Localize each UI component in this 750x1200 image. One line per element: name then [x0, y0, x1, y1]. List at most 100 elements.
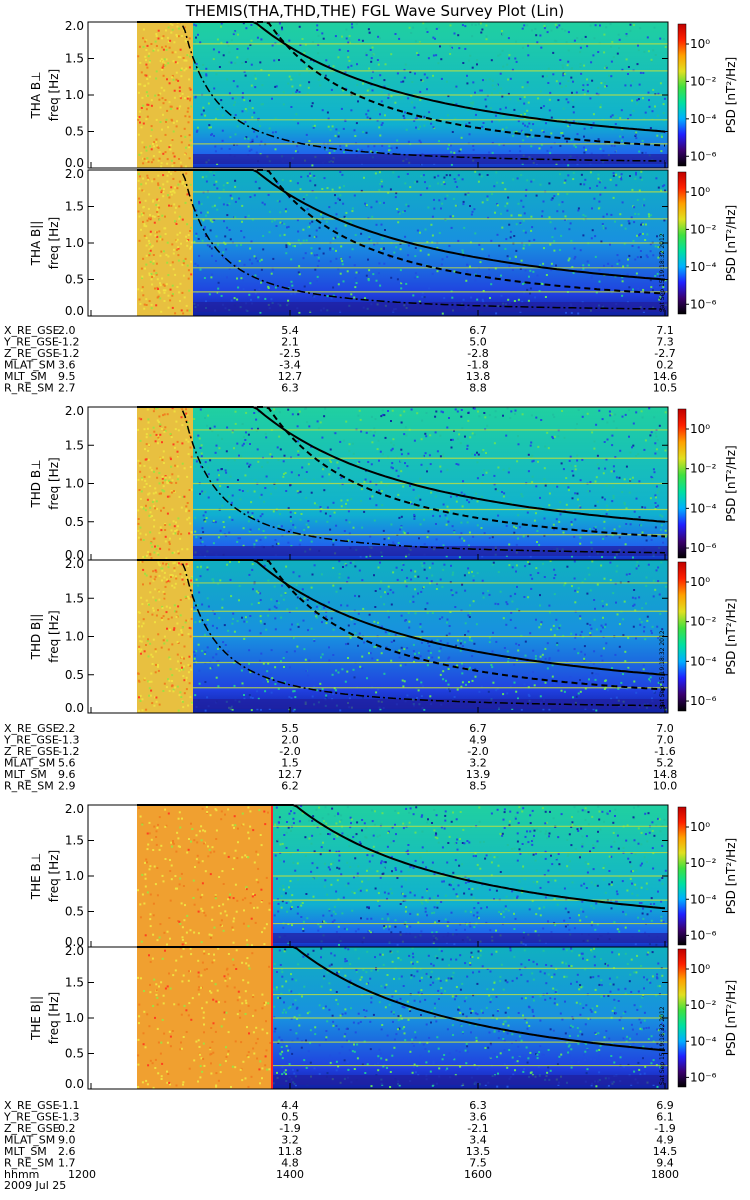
ytick-label: 1.5: [65, 834, 84, 848]
colorbar-label: PSD [nT²/Hz]: [724, 598, 738, 674]
ephem-label: Z_RE_GSE: [4, 745, 60, 758]
colorbar-tick-label: 10⁰: [690, 575, 710, 589]
ephem-value: -2.0: [279, 745, 300, 758]
ephem-label: MLAT_SM: [4, 1134, 55, 1147]
panel-ytitle: THE B||: [29, 996, 43, 1041]
high-power-segment: [137, 805, 272, 947]
ephem-value: 5.0: [469, 336, 487, 349]
ephemeris-table-the: X_RE_GSE-1.1 4.4 6.3 6.9 Y_RE_GSE -1.3 0.5 3.6 6…: [3, 1099, 677, 1170]
ephem-value: 2.2: [58, 722, 76, 735]
spectrogram-panel-the-bpar: 2.0 1.5 1.0 0.5 0.0 THE B|| freq [Hz] 10⁰ 10⁻² 10…: [29, 944, 738, 1091]
ephem-value: 3.2: [469, 757, 487, 770]
ytick-label: 2.0: [65, 802, 84, 816]
freq-axis-label: freq [Hz]: [47, 69, 61, 121]
freq-axis-label: freq [Hz]: [47, 610, 61, 662]
timestamp-stamp: Sat Sep 15 19:18:32 2012: [659, 630, 666, 709]
low-freq-band: [193, 546, 668, 556]
colorbar: [677, 408, 687, 559]
ephem-value: 3.2: [281, 1134, 299, 1147]
ephem-value: 14.8: [653, 768, 678, 781]
ephem-value: 6.7: [469, 324, 487, 337]
ephem-value: 2.1: [281, 336, 299, 349]
low-freq-band: [193, 302, 668, 312]
ephem-value: 2.9: [58, 780, 76, 793]
ephem-value: 7.0: [656, 722, 674, 735]
freq-axis-label: freq [Hz]: [47, 457, 61, 509]
ytick-label: 1.0: [65, 869, 84, 883]
colorbar-tick-label: 10⁻⁶: [690, 1070, 717, 1084]
ephem-value: 13.8: [466, 370, 491, 383]
colorbar-tick-label: 10⁻²: [690, 462, 717, 476]
ephem-value: 6.3: [469, 1099, 487, 1112]
high-power-segment: [137, 170, 193, 316]
ephem-label: MLAT_SM: [4, 359, 55, 372]
ytick-label: 0.5: [65, 905, 84, 919]
ephem-value: 6.3: [281, 382, 299, 395]
colorbar-tick-label: 10⁰: [690, 185, 710, 199]
ephem-value: 14.6: [653, 370, 678, 383]
ephem-value: 12.7: [278, 768, 303, 781]
colorbar-tick-label: 10⁻⁴: [690, 260, 717, 274]
ephem-label: X_RE_GSE: [4, 324, 60, 337]
panel-ytitle: THD B||: [29, 614, 43, 661]
colorbar-tick-label: 10⁰: [690, 422, 710, 436]
ytick-label: 0.0: [65, 304, 84, 318]
ytick-label: 1.5: [65, 438, 84, 452]
ephem-value: 6.2: [281, 780, 299, 793]
xaxis-date: 2009 Jul 25: [4, 1179, 66, 1192]
ephem-value: 2.7: [58, 382, 76, 395]
ephem-value: 2.6: [58, 1145, 76, 1158]
plot-title: THEMIS(THA,THD,THE) FGL Wave Survey Plot…: [185, 2, 565, 20]
ephem-value: 1.7: [58, 1157, 76, 1170]
ytick-label: 0.0: [65, 701, 84, 715]
ephem-value: 3.6: [58, 359, 76, 372]
spectrogram-panel-tha-bperp: 2.0 1.5 1.0 0.5 0.0 THA B⊥ freq [Hz] 10⁰ 10⁻² 10⁻…: [29, 19, 738, 170]
colorbar-tick-label: 10⁻²: [690, 856, 717, 870]
gyro-curve-dashed: [137, 169, 666, 295]
ephem-value: 14.5: [653, 1145, 678, 1158]
ytick-label: 1.5: [65, 200, 84, 214]
ephem-value: -1.3: [58, 734, 79, 747]
ephem-value: 8.8: [469, 382, 487, 395]
colorbar-label: PSD [nT²/Hz]: [724, 445, 738, 521]
ytick-label: 2.0: [65, 404, 84, 418]
gyro-curve-dashdot: [137, 406, 666, 554]
ephem-value: 6.9: [656, 1099, 674, 1112]
xaxis-tick-label: 1600: [464, 1168, 492, 1181]
panel-ytitle: THA B||: [29, 221, 43, 267]
ephem-value: 4.9: [469, 734, 487, 747]
ephem-value: 4.9: [656, 1134, 674, 1147]
ephem-label: Y_RE_GSE: [3, 1111, 59, 1124]
gyro-curve-dashed: [137, 559, 666, 691]
ephem-value: 6.7: [469, 722, 487, 735]
ephem-value: 8.5: [469, 780, 487, 793]
ephem-value: -2.5: [279, 347, 300, 360]
ephem-value: -3.4: [279, 359, 300, 372]
ephem-value: 9.5: [58, 370, 76, 383]
gyro-curve-dashed: [137, 21, 666, 147]
ephem-value: -1.2: [58, 336, 79, 349]
ephem-value: -1.1: [58, 1099, 79, 1112]
panel-ytitle: THE B⊥: [29, 853, 43, 900]
ytick-label: 0.5: [65, 125, 84, 139]
ephem-value: 5.5: [281, 722, 299, 735]
ytick-label: 0.5: [65, 1047, 84, 1061]
freq-axis-label: freq [Hz]: [47, 992, 61, 1044]
ytick-label: 1.0: [65, 1011, 84, 1025]
high-power-speckle: [137, 806, 271, 947]
low-freq-band: [272, 1075, 668, 1085]
freq-axis-label: freq [Hz]: [47, 217, 61, 269]
high-power-speckle: [137, 407, 193, 560]
ytick-label: 1.0: [65, 88, 84, 102]
ytick-label: 0.5: [65, 668, 84, 682]
ephem-value: 5.6: [58, 757, 76, 770]
ephem-value: 10.5: [653, 382, 678, 395]
gyro-curve-dashdot: [137, 559, 666, 707]
colorbar-tick-label: 10⁻²: [690, 615, 717, 629]
ephem-value: -1.3: [58, 1111, 79, 1124]
panel-ytitle: THA B⊥: [29, 71, 43, 119]
ephem-value: -1.9: [279, 1122, 300, 1135]
